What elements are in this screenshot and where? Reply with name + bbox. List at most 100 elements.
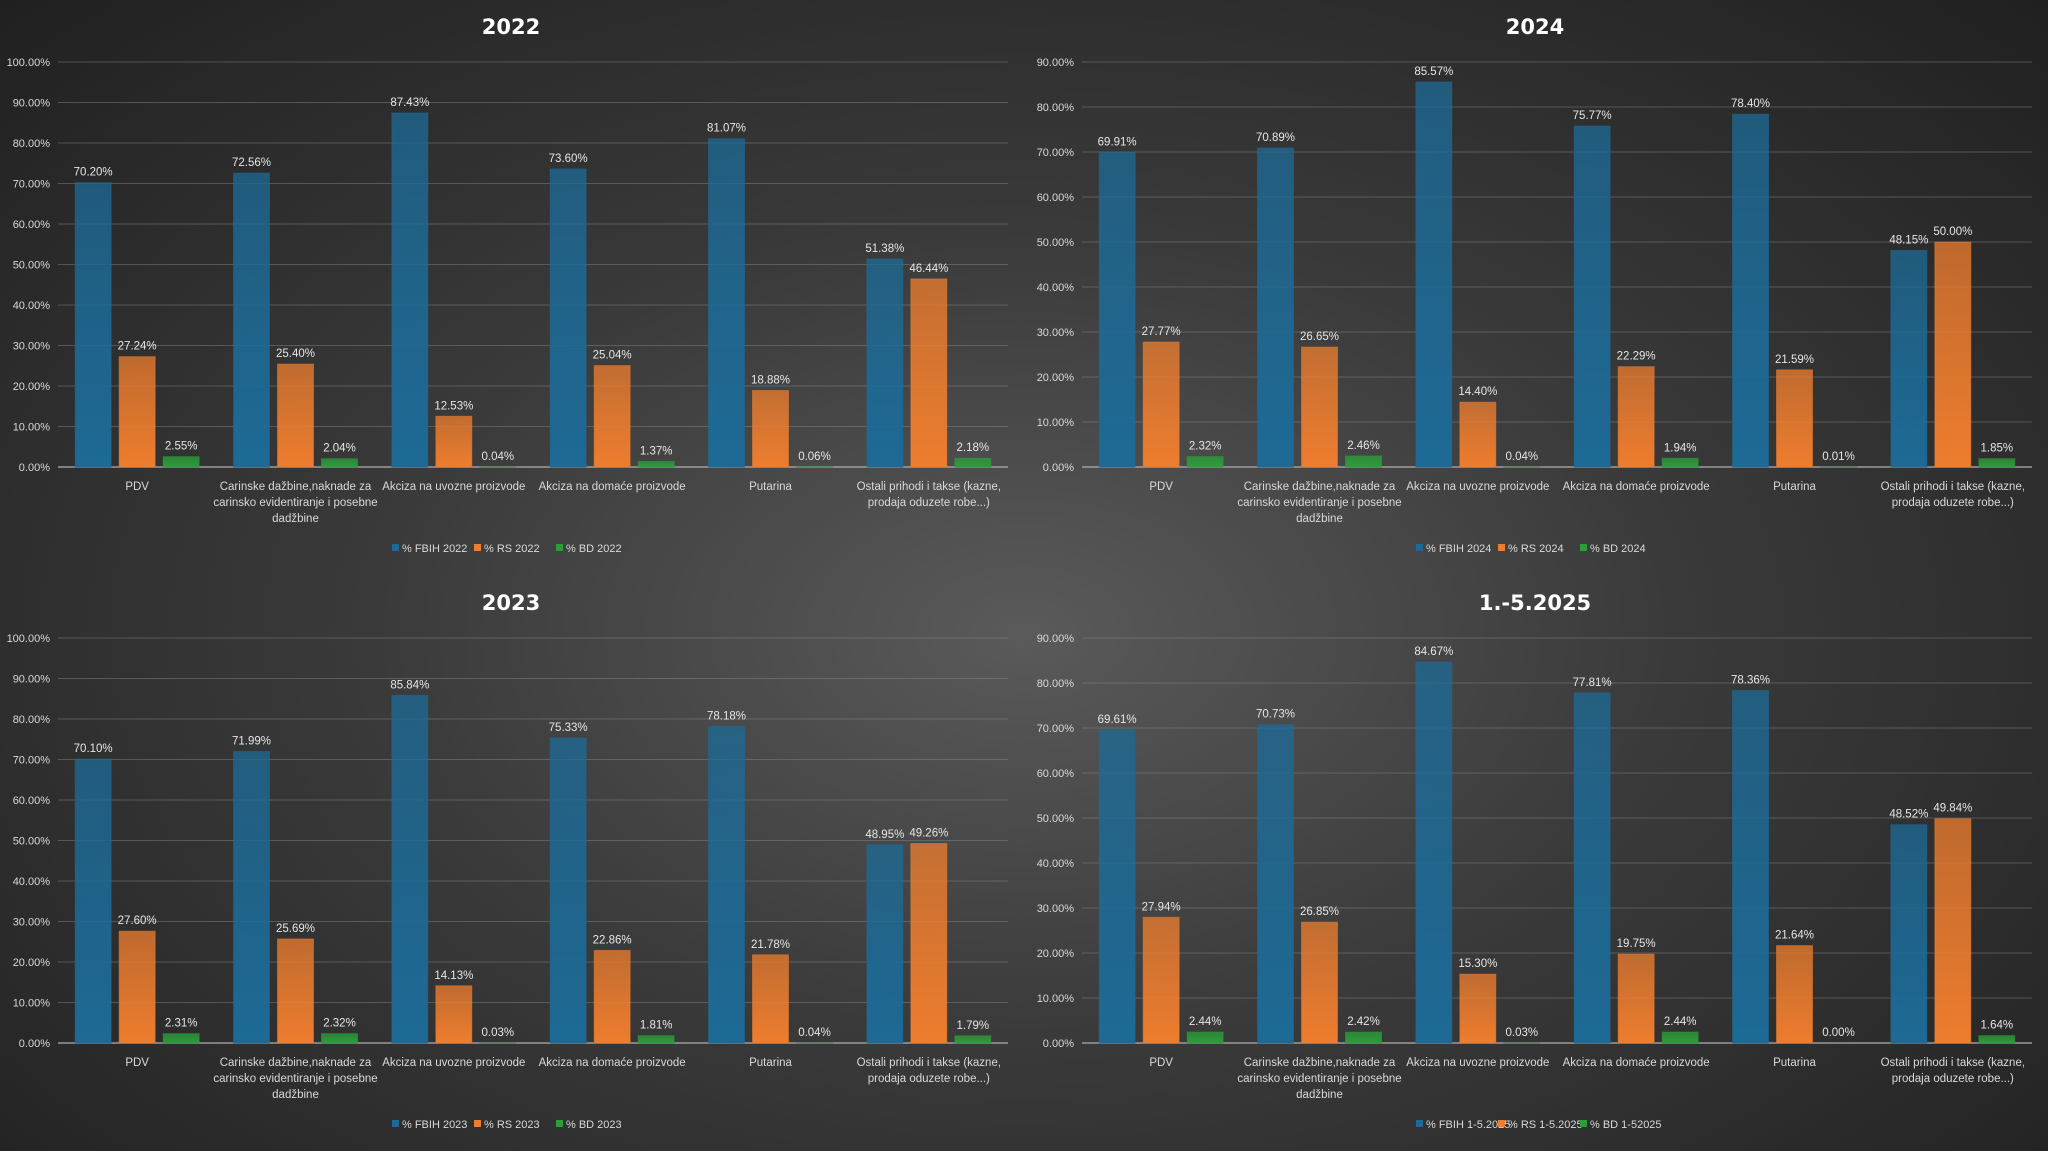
y-tick-label: 60.00% [1037, 768, 1075, 780]
y-tick-label: 0.00% [1043, 1038, 1074, 1050]
y-tick-label: 50.00% [1037, 813, 1075, 825]
legend-label: % BD 2022 [566, 543, 622, 555]
y-tick-label: 10.00% [13, 422, 51, 434]
data-label: 69.91% [1098, 136, 1137, 148]
bar-fbih-1-5-2025-2 [1415, 661, 1453, 1044]
data-label: 75.77% [1573, 110, 1612, 122]
bar-rs-2024-3 [1617, 366, 1655, 468]
data-label: 25.40% [276, 348, 315, 360]
data-label: 48.15% [1889, 234, 1928, 246]
data-label: 15.30% [1458, 958, 1497, 970]
data-label: 0.00% [1822, 1027, 1855, 1039]
y-tick-label: 40.00% [1037, 858, 1075, 870]
y-tick-label: 80.00% [1037, 102, 1075, 114]
y-tick-label: 10.00% [1037, 417, 1075, 429]
x-tick-label: Putarina [1773, 481, 1816, 493]
data-label: 2.32% [1189, 441, 1222, 453]
bar-fbih-2024-3 [1573, 125, 1611, 468]
legend-swatch [392, 544, 399, 551]
bar-bd-2024-0 [1186, 456, 1224, 468]
legend-label: % FBIH 1-5.2025 [1426, 1119, 1510, 1131]
data-label: 69.61% [1098, 714, 1137, 726]
y-tick-label: 80.00% [13, 138, 51, 150]
data-label: 70.10% [74, 743, 113, 755]
legend-swatch [1498, 544, 1505, 551]
bar-rs-2022-0 [118, 356, 156, 468]
data-label: 73.60% [549, 153, 588, 165]
data-label: 0.06% [798, 451, 831, 463]
y-tick-label: 70.00% [13, 179, 51, 191]
chart-2023: 2023 0.00% 10.00% 20.00% 30.00% 40.00% 50.00% 6… [7, 591, 1008, 1131]
y-tick-label: 40.00% [1037, 282, 1075, 294]
legend-swatch [474, 544, 481, 551]
data-label: 1.81% [640, 1020, 673, 1032]
data-label: 26.65% [1300, 331, 1339, 343]
data-label: 14.40% [1458, 386, 1497, 398]
y-tick-label: 20.00% [1037, 372, 1075, 384]
y-tick-label: 60.00% [13, 795, 51, 807]
data-label: 70.73% [1256, 709, 1295, 721]
x-tick-label: Putarina [749, 481, 792, 493]
chart-2025: 1.-5.2025 0.00% 10.00% 20.00% 30.00% 40.00% 50… [1037, 591, 2032, 1131]
bar-fbih-2023-2 [391, 694, 429, 1044]
data-label: 2.44% [1664, 1016, 1697, 1028]
legend-label: % BD 2024 [1590, 543, 1646, 555]
y-tick-label: 60.00% [13, 219, 51, 231]
y-tick-label: 30.00% [13, 341, 51, 353]
legend-label: % FBIH 2024 [1426, 543, 1491, 555]
x-tick-label: Putarina [749, 1057, 792, 1069]
y-tick-label: 70.00% [13, 755, 51, 767]
legend-swatch [474, 1120, 481, 1127]
data-label: 2.18% [957, 442, 990, 454]
bar-rs-1-5-2025-0 [1142, 916, 1180, 1044]
x-tick-label: Akciza na uvozne proizvode [1406, 481, 1549, 493]
y-tick-label: 50.00% [13, 836, 51, 848]
bar-bd-2022-0 [162, 456, 200, 468]
data-label: 78.40% [1731, 98, 1770, 110]
data-label: 0.03% [482, 1027, 515, 1039]
data-label: 85.84% [390, 679, 429, 691]
x-tick-label: Carinske dažbine,naknade za carinsko evid… [213, 481, 377, 525]
data-label: 2.31% [165, 1018, 198, 1030]
data-label: 77.81% [1573, 677, 1612, 689]
data-label: 27.94% [1142, 901, 1181, 913]
x-tick-label: Akciza na domaće proizvode [539, 481, 686, 493]
bar-bd-2023-0 [162, 1033, 200, 1044]
data-label: 2.42% [1347, 1016, 1380, 1028]
x-tick-label: Ostali prihodi i takse (kazne, prodaja od… [857, 1057, 1001, 1085]
x-tick-label: Akciza na domaće proizvode [1563, 1057, 1710, 1069]
y-tick-label: 70.00% [1037, 147, 1075, 159]
data-label: 87.43% [390, 97, 429, 109]
legend-label: % FBIH 2022 [402, 543, 467, 555]
data-label: 81.07% [707, 123, 746, 135]
bar-rs-2022-3 [593, 365, 631, 468]
x-tick-label: Akciza na domaće proizvode [1563, 481, 1710, 493]
legend-label: % RS 2022 [484, 543, 540, 555]
bar-rs-2023-1 [277, 938, 314, 1044]
data-label: 21.64% [1775, 930, 1814, 942]
bar-fbih-2022-5 [866, 258, 904, 468]
bar-fbih-2024-5 [1890, 249, 1928, 468]
y-tick-label: 30.00% [1037, 903, 1075, 915]
legend-label: % BD 2023 [566, 1119, 622, 1131]
bar-fbih-2022-4 [708, 138, 745, 468]
bar-rs-1-5-2025-3 [1617, 953, 1655, 1044]
bar-fbih-1-5-2025-4 [1732, 689, 1769, 1044]
bar-fbih-1-5-2025-3 [1573, 692, 1611, 1044]
data-label: 50.00% [1933, 226, 1972, 238]
legend-label: % RS 2024 [1508, 543, 1564, 555]
data-label: 2.55% [165, 441, 198, 453]
bar-bd-1-52025-5 [1978, 1035, 2016, 1044]
x-tick-label: Putarina [1773, 1057, 1816, 1069]
chart-title: 2022 [482, 15, 540, 39]
y-tick-label: 30.00% [1037, 327, 1075, 339]
y-tick-label: 90.00% [1037, 57, 1075, 69]
data-label: 49.26% [909, 827, 948, 839]
data-label: 70.89% [1256, 132, 1295, 144]
chart-title: 2024 [1506, 15, 1564, 39]
data-label: 1.64% [1981, 1020, 2014, 1032]
legend: % FBIH 2022 % RS 2022 % BD 2022 [392, 543, 622, 555]
data-label: 26.85% [1300, 906, 1339, 918]
bar-bd-1-52025-0 [1186, 1031, 1224, 1044]
bar-bd-2023-5 [954, 1035, 992, 1044]
